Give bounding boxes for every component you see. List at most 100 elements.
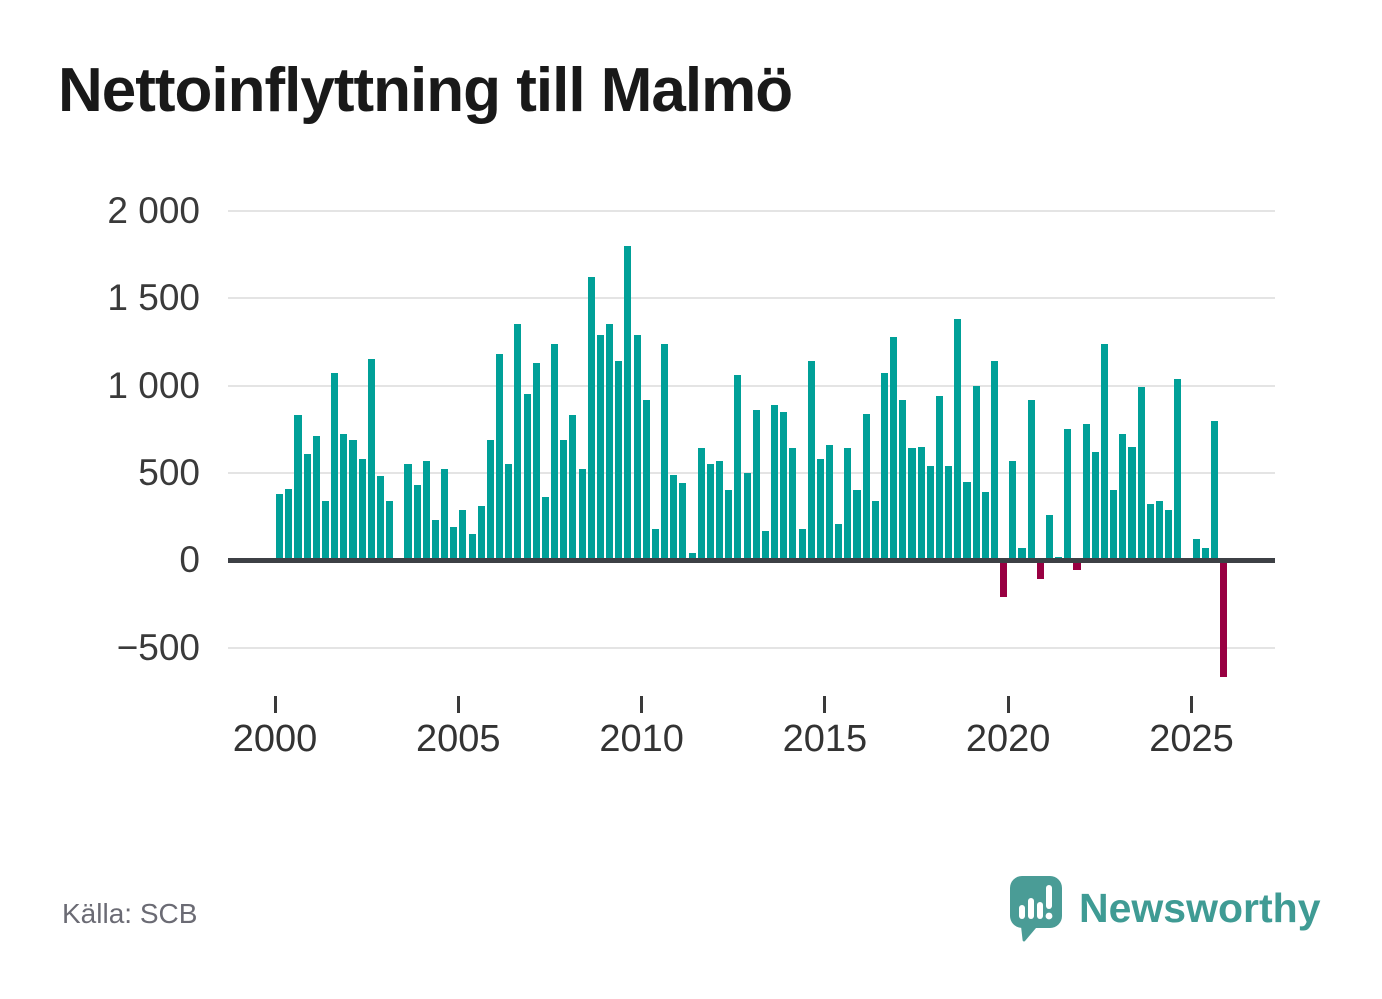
bar-positive <box>1155 500 1164 561</box>
bar-positive <box>908 448 916 561</box>
bar-positive <box>816 458 824 561</box>
bar-positive <box>486 439 494 561</box>
bar-positive <box>450 527 458 561</box>
bar-positive <box>1082 424 1090 561</box>
y-axis-label: 0 <box>179 539 200 581</box>
bar-positive <box>422 460 430 561</box>
bar-positive <box>587 277 595 561</box>
y-axis-label: 2 000 <box>107 190 200 231</box>
source-label: Källa: SCB <box>62 898 198 929</box>
bar-positive <box>734 375 742 561</box>
bar-positive <box>807 361 815 561</box>
bar-positive <box>679 483 687 561</box>
newsworthy-logo-icon <box>1010 876 1062 942</box>
bar-positive <box>431 520 439 561</box>
gridline <box>228 210 1275 212</box>
bar-positive <box>761 530 769 561</box>
bar-positive <box>1119 434 1127 561</box>
bar-positive <box>569 415 577 561</box>
x-axis-label: 2010 <box>599 718 684 760</box>
bar-positive <box>862 413 870 561</box>
bar-negative <box>1220 560 1228 678</box>
bar-positive <box>725 490 733 561</box>
bar-positive <box>624 245 632 561</box>
x-axis-label: 2025 <box>1149 718 1234 760</box>
bar-positive <box>349 439 357 561</box>
bar-positive <box>340 434 348 561</box>
bar-positive <box>1165 509 1173 561</box>
bar-positive <box>1110 490 1118 561</box>
bar-positive <box>367 359 375 561</box>
bar-positive <box>1064 429 1072 561</box>
bar-positive <box>496 354 504 561</box>
bar-positive <box>441 469 449 561</box>
bar-positive <box>331 373 339 561</box>
gridline <box>228 471 1275 474</box>
bar-positive <box>514 324 522 561</box>
bar-positive <box>358 458 366 561</box>
bar-positive <box>541 497 549 561</box>
bar-negative <box>1000 560 1008 597</box>
bar-positive <box>468 534 476 561</box>
bar-positive <box>651 528 659 561</box>
bar-positive <box>945 465 953 561</box>
bar-positive <box>743 472 751 561</box>
bar-positive <box>404 464 412 561</box>
bar-positive <box>844 448 852 561</box>
x-axis-label: 2000 <box>232 718 318 760</box>
bar-positive <box>578 469 586 561</box>
bar-positive <box>972 385 980 561</box>
x-axis-tick <box>456 696 460 713</box>
bar-positive <box>606 324 614 561</box>
bar-positive <box>551 343 559 561</box>
brand-name: Newsworthy <box>1079 885 1321 931</box>
bar-positive <box>413 485 421 561</box>
bar-positive <box>321 500 330 561</box>
bar-positive <box>798 528 806 561</box>
bar-positive <box>935 396 944 561</box>
x-axis-tick <box>1190 696 1193 713</box>
bar-positive <box>926 465 934 561</box>
gridline <box>228 297 1275 300</box>
bar-positive <box>294 415 302 561</box>
bar-positive <box>376 476 384 561</box>
x-axis-tick <box>273 696 277 713</box>
bar-positive <box>633 334 641 561</box>
bar-positive <box>386 500 394 561</box>
bar-positive <box>853 490 861 561</box>
bar-positive <box>789 448 797 561</box>
bar-positive <box>1146 504 1154 561</box>
bar-positive <box>1009 460 1017 561</box>
bar-positive <box>1137 387 1145 561</box>
bar-positive <box>871 500 879 561</box>
bar-positive <box>981 492 989 561</box>
bar-positive <box>1045 514 1054 561</box>
bar-positive <box>880 373 889 561</box>
gridline <box>228 646 1275 649</box>
x-axis-tick <box>640 696 644 713</box>
bar-positive <box>1210 420 1219 561</box>
brand-lockup: Newsworthy <box>1010 876 1321 942</box>
bar-positive <box>954 319 962 561</box>
bar-positive <box>1128 446 1136 561</box>
bar-positive <box>990 361 999 561</box>
bar-positive <box>1091 451 1099 561</box>
bar-positive <box>771 404 779 561</box>
bar-positive <box>615 361 623 561</box>
bar-positive <box>276 493 284 561</box>
bar-negative <box>1036 560 1044 580</box>
bar-positive <box>303 453 311 561</box>
bar-positive <box>560 439 568 561</box>
x-axis-tick <box>1006 696 1010 713</box>
bar-positive <box>285 488 293 561</box>
bar-positive <box>963 481 971 561</box>
bar-positive <box>670 474 678 561</box>
bar-positive <box>642 399 650 561</box>
x-axis-tick <box>823 696 827 713</box>
bar-positive <box>780 411 788 561</box>
bar-positive <box>661 343 669 561</box>
y-axis-label: 1 500 <box>107 277 200 319</box>
bar-positive <box>1027 399 1035 561</box>
bar-positive <box>899 399 907 561</box>
